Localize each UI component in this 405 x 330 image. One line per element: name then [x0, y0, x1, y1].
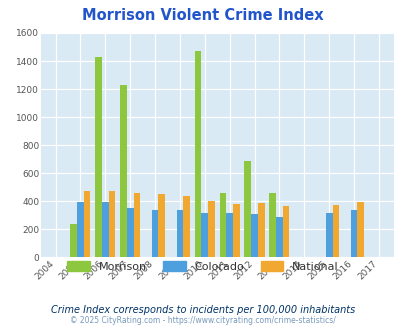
Bar — [350, 210, 356, 257]
Bar — [356, 202, 363, 257]
Bar — [332, 205, 339, 257]
Text: Morrison Violent Crime Index: Morrison Violent Crime Index — [82, 8, 323, 23]
Bar — [282, 206, 289, 257]
Bar — [232, 204, 239, 257]
Bar — [201, 213, 208, 257]
Bar — [251, 214, 257, 257]
Bar — [83, 191, 90, 257]
Bar — [120, 85, 126, 257]
Bar — [158, 194, 165, 257]
Bar — [219, 193, 226, 257]
Bar — [183, 196, 190, 257]
Bar — [176, 210, 183, 257]
Bar — [257, 203, 264, 257]
Bar — [151, 210, 158, 257]
Legend: Morrison, Colorado, National: Morrison, Colorado, National — [63, 257, 342, 277]
Text: © 2025 CityRating.com - https://www.cityrating.com/crime-statistics/: © 2025 CityRating.com - https://www.city… — [70, 316, 335, 325]
Bar — [126, 208, 133, 257]
Bar — [102, 202, 109, 257]
Bar — [70, 224, 77, 257]
Bar — [244, 161, 251, 257]
Bar — [95, 57, 102, 257]
Bar — [208, 201, 214, 257]
Bar — [325, 213, 332, 257]
Bar — [226, 213, 232, 257]
Bar — [133, 193, 140, 257]
Text: Crime Index corresponds to incidents per 100,000 inhabitants: Crime Index corresponds to incidents per… — [51, 305, 354, 315]
Bar — [275, 217, 282, 257]
Bar — [269, 193, 275, 257]
Bar — [194, 51, 201, 257]
Bar — [77, 202, 83, 257]
Bar — [109, 191, 115, 257]
